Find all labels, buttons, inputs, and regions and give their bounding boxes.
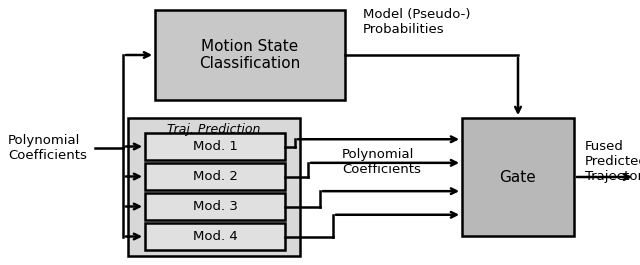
Text: Mod. 3: Mod. 3 [193, 200, 237, 213]
Text: Traj. Prediction: Traj. Prediction [167, 123, 260, 136]
Bar [128, 118, 300, 256]
Text: Fused
Predicted
Trajectory: Fused Predicted Trajectory [585, 140, 640, 183]
Bar [155, 10, 345, 100]
Text: Mod. 4: Mod. 4 [193, 230, 237, 243]
Text: Motion State
Classification: Motion State Classification [200, 39, 301, 71]
Text: Mod. 2: Mod. 2 [193, 170, 237, 183]
Bar [462, 118, 574, 236]
Bar [145, 223, 285, 250]
Text: Polynomial
Coefficients: Polynomial Coefficients [342, 148, 421, 176]
Text: Model (Pseudo-)
Probabilities: Model (Pseudo-) Probabilities [363, 8, 470, 36]
Bar [145, 163, 285, 190]
Bar [145, 133, 285, 160]
Bar [145, 193, 285, 220]
Text: Mod. 1: Mod. 1 [193, 140, 237, 153]
Text: Gate: Gate [500, 170, 536, 184]
Text: Polynomial
Coefficients: Polynomial Coefficients [8, 134, 87, 162]
